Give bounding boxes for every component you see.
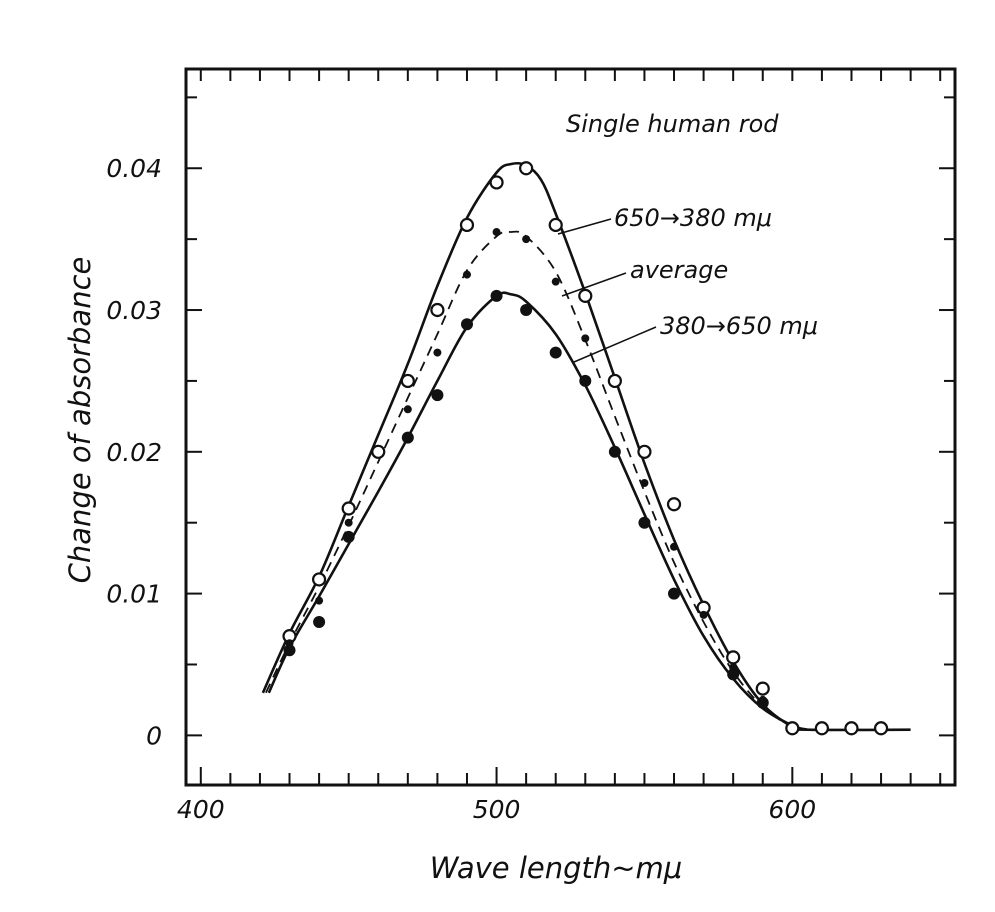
leader-line <box>573 326 657 363</box>
data-point-open <box>726 650 741 665</box>
data-point-dot <box>315 596 324 605</box>
y-tick-label: 0.04 <box>106 154 162 183</box>
data-point-open <box>400 373 415 389</box>
data-point-open <box>607 373 622 389</box>
data-point-dot <box>522 235 531 244</box>
series-label-650-380: 650→380 mμ <box>614 204 772 232</box>
data-point-open <box>666 497 682 512</box>
x-axis-title: Wave length~mμ <box>430 851 683 885</box>
data-point-filled <box>342 530 355 543</box>
data-point-filled <box>490 289 503 302</box>
data-point-filled <box>549 346 562 359</box>
y-tick-labels: 0 0.01 0.02 0.03 0.04 <box>106 154 162 750</box>
leader-line <box>557 218 612 235</box>
plot-frame <box>184 67 957 787</box>
x-tick-label: 400 <box>177 795 225 824</box>
data-point-filled <box>579 374 592 387</box>
y-tick-label: 0 <box>146 721 162 750</box>
series-curves <box>261 161 911 732</box>
data-point-filled <box>608 445 621 458</box>
data-point-dot <box>344 518 353 527</box>
data-point-open <box>785 721 800 736</box>
data-point-filled <box>431 389 444 402</box>
data-point-open <box>311 572 327 587</box>
y-tick-label: 0.02 <box>106 438 162 467</box>
x-tick-label: 600 <box>768 795 816 824</box>
leader-line <box>561 272 627 297</box>
data-point-dot <box>462 270 471 279</box>
data-point-open <box>371 444 386 459</box>
data-point-filled <box>668 587 681 600</box>
data-point-open <box>873 721 889 736</box>
chart-title: Single human rod <box>566 110 779 138</box>
data-point-open <box>489 175 504 190</box>
x-tick-label: 500 <box>473 795 521 824</box>
y-tick-label: 0.03 <box>106 296 162 325</box>
data-point-dot <box>492 228 501 237</box>
data-point-dot <box>581 334 590 343</box>
data-point-dot <box>433 348 442 357</box>
data-point-open <box>548 217 563 233</box>
data-point-open <box>637 444 652 459</box>
data-point-filled <box>638 516 651 529</box>
data-point-open <box>814 721 830 736</box>
series-label-average: average <box>630 256 728 284</box>
data-point-dot <box>403 405 412 414</box>
series-curve-1 <box>265 230 808 731</box>
data-point-dot <box>670 542 679 551</box>
series-curve-0 <box>261 161 911 732</box>
data-point-open <box>459 217 475 233</box>
data-point-filled <box>727 668 740 681</box>
data-point-open <box>578 288 593 303</box>
data-point-open <box>844 721 859 736</box>
data-point-open <box>755 681 770 696</box>
data-point-filled <box>283 644 296 657</box>
axis-ticks <box>186 69 955 785</box>
data-point-filled <box>401 431 414 444</box>
data-point-open <box>519 161 534 176</box>
data-point-filled <box>460 318 473 331</box>
data-point-dot <box>640 479 649 488</box>
series-label-380-650: 380→650 mμ <box>660 312 818 340</box>
x-tick-labels: 400 500 600 <box>177 795 816 824</box>
data-point-dot <box>551 277 560 286</box>
data-point-filled <box>313 615 326 628</box>
data-point-open <box>341 501 356 516</box>
y-tick-label: 0.01 <box>106 580 162 609</box>
data-point-open <box>430 302 445 318</box>
label-leader-lines <box>557 218 657 363</box>
data-point-filled <box>520 304 533 317</box>
series-markers <box>282 161 889 736</box>
series-curve-2 <box>267 291 808 731</box>
data-point-filled <box>756 696 769 709</box>
data-point-dot <box>699 610 708 619</box>
y-axis-title: Change of absorbance <box>63 257 97 584</box>
